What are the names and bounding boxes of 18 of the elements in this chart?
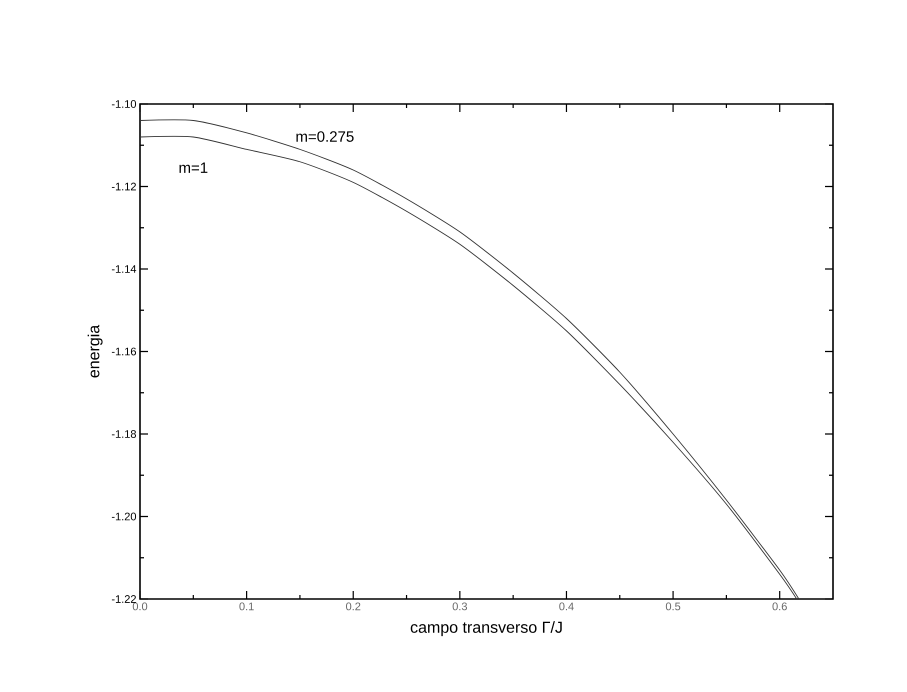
y-tick-label: -1.22	[112, 595, 136, 603]
y-tick-label: -1.12	[112, 182, 136, 190]
y-tick-label: -1.20	[112, 512, 136, 520]
x-tick-label: 0.0	[132, 602, 148, 610]
y-tick-label: -1.18	[112, 430, 136, 438]
y-tick-label: -1.14	[112, 265, 136, 273]
x-tick-label: 0.4	[559, 602, 574, 610]
x-tick-label: 0.6	[772, 602, 787, 610]
x-tick-label: 0.5	[666, 602, 680, 610]
y-tick-label: -1.10	[112, 100, 136, 108]
y-tick-label: -1.16	[112, 348, 136, 356]
series-label: m=0.275	[296, 131, 354, 142]
x-tick-label: 0.2	[346, 602, 360, 610]
x-tick-label: 0.3	[452, 602, 468, 610]
x-axis-title: campo transverso Γ/J	[410, 621, 562, 636]
series-label: m=1	[180, 162, 208, 173]
x-tick-label: 0.1	[239, 602, 254, 610]
y-axis-title: energia	[88, 324, 103, 378]
